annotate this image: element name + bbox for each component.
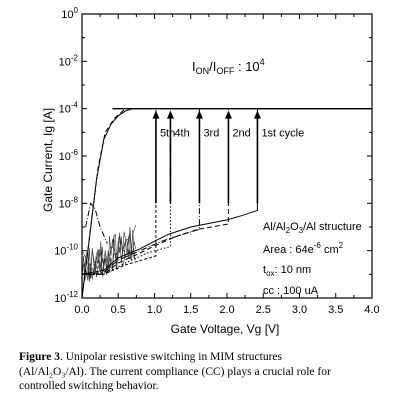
y-tick-label: 100 [61,6,78,21]
cycle-label: 5th [160,127,175,139]
cycle-label: 4th [174,127,189,139]
x-tick-label: 2.5 [256,304,271,316]
on-off-ratio-annotation: ION/IOFF : 104 [192,57,265,76]
iv-curve-8 [85,202,108,244]
caption-line-1: . Unipolar resistive switching in MIM st… [60,351,282,363]
set-arrow-head [195,110,203,119]
set-arrow-head [224,110,232,119]
iv-curve-2 [82,108,229,275]
set-arrow-head [166,110,174,119]
set-arrow-head [152,110,160,119]
x-axis-label: Gate Voltage, Vg [V] [171,322,280,336]
y-tick-label: 10-8 [59,195,79,210]
cycle-label: 3rd [203,127,219,139]
iv-curve-4 [82,108,171,275]
x-tick-label: 1.5 [183,304,198,316]
y-tick-label: 10-10 [54,243,78,258]
y-tick-label: 10-2 [59,53,79,68]
figure-caption: Figure 3. Unipolar resistive switching i… [19,350,399,394]
iv-curve-7 [81,108,126,299]
area-annotation: Area : 64e-6 cm2 [263,241,344,256]
iv-curve-3 [81,108,200,275]
caption-line-2: (Al/Al₂O₃/Al). The current compliance (C… [19,365,331,378]
oxide-thickness-annotation: tox: 10 nm [263,264,311,278]
cycle-label: 2nd [232,127,250,139]
x-tick-label: 1.0 [147,304,162,316]
noise-band [81,224,136,286]
y-tick-label: 10-6 [59,148,79,163]
y-tick-label: 10-12 [54,290,78,305]
chart-figure: 0.0 0.5 1.0 1.5 2.0 2.5 3.0 3.5 4.0 100 10-2 10-4 10… [41,6,380,336]
x-tick-label: 0.0 [74,304,89,316]
x-tick-label: 4.0 [364,304,379,316]
iv-curve-5 [82,108,157,275]
caption-figure-number: Figure 3 [19,351,60,363]
x-tick-label: 0.5 [111,304,126,316]
x-tick-label: 3.5 [328,304,343,316]
iv-curve-6 [81,108,133,299]
x-tick-label: 3.0 [292,304,307,316]
caption-line-3: controlled switching behavior. [19,380,159,392]
x-tick-label: 2.0 [219,304,234,316]
structure-annotation: Al/Al2O3/Al structure [263,221,362,235]
iv-curve-1 [81,108,372,275]
compliance-annotation: cc : 100 uA [263,285,319,297]
y-tick-label: 10-4 [59,101,79,116]
cycle-label: 1st cycle [261,127,304,139]
y-axis-label: Gate Current, Ig [A] [41,108,55,212]
set-arrow-head [253,110,261,119]
